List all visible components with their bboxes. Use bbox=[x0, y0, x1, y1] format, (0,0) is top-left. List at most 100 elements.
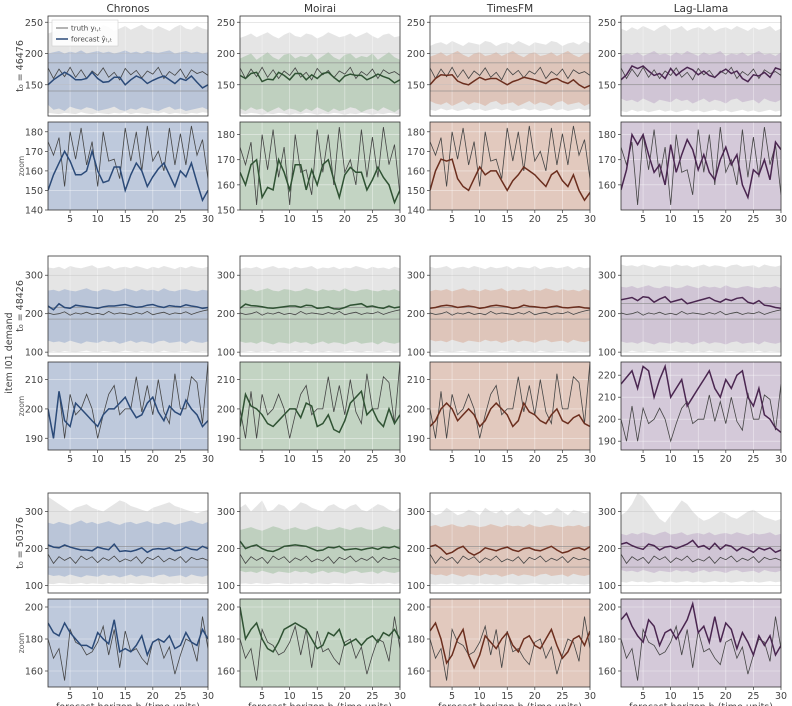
y-tick-label: 170 bbox=[217, 155, 235, 166]
truth-line bbox=[621, 309, 781, 316]
zoom-background-band bbox=[621, 362, 781, 450]
x-tick-label: 10 bbox=[284, 691, 296, 702]
y-tick-label: 160 bbox=[598, 180, 616, 191]
x-tick-label: 30 bbox=[584, 214, 596, 225]
forecast-line bbox=[48, 148, 208, 203]
zoom-label-2: zoom bbox=[17, 396, 26, 416]
x-tick-label: 10 bbox=[92, 454, 104, 465]
zoom-label-1: zoom bbox=[17, 156, 26, 176]
axes-frame bbox=[429, 121, 591, 211]
x-tick-label: 5 bbox=[67, 691, 73, 702]
y-tick-label: 220 bbox=[598, 371, 616, 382]
forecast-line bbox=[48, 391, 208, 439]
main-plot bbox=[430, 16, 590, 116]
axes-frame bbox=[47, 492, 209, 594]
axes-frame bbox=[239, 255, 401, 357]
zoom-window bbox=[430, 546, 590, 568]
forecast-line bbox=[240, 389, 400, 434]
truth-line bbox=[430, 362, 590, 439]
forecast-line bbox=[621, 600, 781, 658]
x-tick-label: 15 bbox=[501, 454, 513, 465]
x-tick-label: 5 bbox=[449, 214, 455, 225]
x-tick-label: 10 bbox=[92, 214, 104, 225]
y-tick-label: 160 bbox=[25, 166, 43, 177]
x-tick-label: 20 bbox=[339, 214, 351, 225]
y-tick-label: 160 bbox=[407, 166, 425, 177]
zoom-plot bbox=[48, 362, 208, 450]
panel-3-moirai: 100 200 300 160 180 200 5 10 15 20 25 30forecast ho… bbox=[217, 492, 406, 706]
truth-line bbox=[621, 383, 781, 443]
quantile-band bbox=[430, 288, 590, 343]
y-tick-label: 200 bbox=[217, 544, 235, 555]
axes-frame bbox=[620, 598, 782, 688]
x-tick-label: 25 bbox=[556, 691, 568, 702]
y-tick-label: 200 bbox=[25, 309, 43, 320]
y-tick-label: 200 bbox=[217, 309, 235, 320]
truth-line bbox=[240, 309, 400, 316]
panel-2-lag-llama: 100 200 300 190 200 210 220 5 10 15 20 25 30 bbox=[598, 255, 787, 465]
y-tick-label: 190 bbox=[598, 437, 616, 448]
column-title-moirai: Moirai bbox=[304, 3, 336, 15]
y-tick-label: 200 bbox=[598, 309, 616, 320]
y-tick-label: 100 bbox=[598, 348, 616, 359]
axes-frame bbox=[47, 121, 209, 211]
panel-2-moirai: 100 200 300 190 200 210 5 10 15 20 25 30 bbox=[217, 255, 406, 465]
y-tick-label: 180 bbox=[598, 130, 616, 141]
x-tick-label: 20 bbox=[529, 214, 541, 225]
y-tick-label: 250 bbox=[598, 18, 616, 29]
y-tick-label: 200 bbox=[598, 603, 616, 614]
x-tick-label: 15 bbox=[692, 214, 704, 225]
y-tick-label: 150 bbox=[25, 186, 43, 197]
x-tick-label: 30 bbox=[202, 214, 214, 225]
y-tick-label: 300 bbox=[217, 271, 235, 282]
x-tick-label: 5 bbox=[640, 454, 646, 465]
y-tick-label: 300 bbox=[598, 507, 616, 518]
forecast-line bbox=[621, 132, 781, 200]
y-tick-label: 100 bbox=[25, 581, 43, 592]
y-tick-label: 160 bbox=[407, 667, 425, 678]
axes-frame bbox=[239, 361, 401, 451]
y-tick-label: 150 bbox=[217, 206, 235, 217]
x-tick-label: 10 bbox=[92, 691, 104, 702]
y-tick-label: 190 bbox=[217, 434, 235, 445]
quantile-band bbox=[240, 52, 400, 113]
y-tick-label: 170 bbox=[25, 147, 43, 158]
x-tick-label: 15 bbox=[501, 214, 513, 225]
truth-line bbox=[430, 309, 590, 316]
panel-3-lag-llama: 100 200 300 160 180 200 5 10 15 20 25 30forecast ho… bbox=[598, 492, 787, 706]
y-tick-label: 180 bbox=[217, 130, 235, 141]
zoom-plot bbox=[621, 362, 781, 450]
x-tick-label: 5 bbox=[259, 214, 265, 225]
truth-line bbox=[48, 66, 208, 81]
axes-frame bbox=[429, 361, 591, 451]
truth-line bbox=[48, 616, 208, 681]
x-tick-label: 30 bbox=[202, 454, 214, 465]
zoom-window bbox=[621, 62, 781, 86]
y-tick-label: 200 bbox=[407, 309, 425, 320]
x-tick-label: 10 bbox=[665, 691, 677, 702]
x-tick-label: 5 bbox=[640, 691, 646, 702]
y-tick-label: 190 bbox=[407, 434, 425, 445]
column-title-chronos: Chronos bbox=[106, 3, 149, 15]
x-tick-label: 30 bbox=[394, 454, 406, 465]
y-tick-label: 210 bbox=[598, 393, 616, 404]
zoom-label-3: zoom bbox=[17, 633, 26, 653]
x-tick-label: 5 bbox=[640, 214, 646, 225]
y-tick-label: 200 bbox=[407, 603, 425, 614]
y-tick-label: 180 bbox=[598, 635, 616, 646]
x-tick-label: 10 bbox=[284, 214, 296, 225]
legend-box bbox=[51, 19, 119, 47]
forecast-line bbox=[430, 621, 590, 670]
axes-frame bbox=[429, 598, 591, 688]
truth-line bbox=[240, 553, 400, 565]
quantile-band bbox=[621, 51, 781, 104]
y-tick-label: 170 bbox=[598, 155, 616, 166]
zoom-window bbox=[621, 303, 781, 320]
zoom-plot bbox=[240, 362, 400, 450]
panel-3-chronos: 100 200 300 160 180 200 5 10 15 20 25 30forecast ho… bbox=[25, 492, 214, 706]
quantile-band bbox=[621, 285, 781, 345]
zoom-window bbox=[48, 62, 208, 92]
y-tick-label: 140 bbox=[407, 206, 425, 217]
truth-line bbox=[621, 66, 781, 81]
